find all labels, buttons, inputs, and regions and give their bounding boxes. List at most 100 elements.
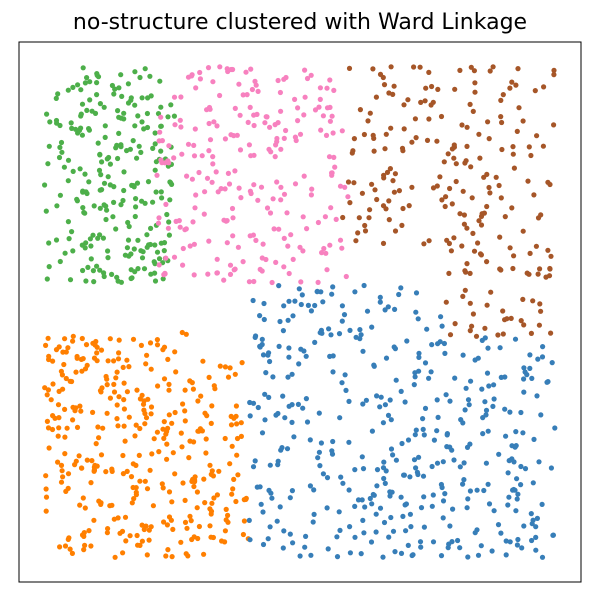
- scatter-point-brown: [481, 174, 487, 180]
- scatter-point-blue: [514, 476, 520, 482]
- scatter-point-blue: [461, 460, 467, 466]
- scatter-point-pink: [317, 96, 323, 102]
- scatter-point-pink: [178, 124, 184, 130]
- scatter-point-blue: [360, 466, 367, 472]
- scatter-point-orange: [65, 471, 72, 477]
- scatter-point-pink: [304, 75, 311, 82]
- scatter-point-green: [98, 172, 104, 178]
- scatter-point-pink: [185, 141, 192, 147]
- scatter-point-blue: [275, 410, 281, 417]
- scatter-point-pink: [250, 232, 256, 238]
- scatter-point-blue: [513, 429, 519, 435]
- scatter-point-blue: [420, 473, 427, 479]
- scatter-point-orange: [139, 538, 145, 544]
- scatter-point-pink: [193, 192, 199, 198]
- scatter-point-blue: [431, 437, 437, 443]
- scatter-point-orange: [104, 530, 110, 536]
- scatter-point-orange: [147, 467, 153, 473]
- scatter-point-pink: [202, 189, 208, 195]
- scatter-point-green: [138, 149, 144, 155]
- scatter-point-blue: [467, 488, 473, 494]
- scatter-point-orange: [234, 421, 240, 427]
- scatter-point-pink: [157, 129, 163, 135]
- scatter-point-orange: [96, 498, 102, 504]
- scatter-point-orange: [63, 375, 69, 382]
- scatter-point-blue: [339, 303, 345, 309]
- scatter-point-blue: [307, 483, 313, 489]
- scatter-point-pink: [268, 149, 274, 155]
- scatter-point-blue: [387, 489, 393, 495]
- scatter-point-pink: [158, 114, 164, 120]
- scatter-point-pink: [209, 179, 215, 185]
- scatter-point-green: [99, 159, 105, 165]
- scatter-point-pink: [327, 118, 333, 124]
- scatter-point-blue: [463, 385, 469, 391]
- scatter-point-blue: [290, 313, 296, 319]
- scatter-point-blue: [398, 550, 405, 557]
- scatter-point-green: [92, 110, 99, 116]
- scatter-point-brown: [386, 198, 392, 204]
- scatter-point-orange: [194, 489, 200, 495]
- scatter-point-orange: [133, 422, 139, 428]
- scatter-point-orange: [208, 511, 214, 517]
- scatter-point-blue: [330, 284, 336, 290]
- scatter-point-blue: [347, 327, 353, 333]
- scatter-point-pink: [224, 218, 230, 224]
- scatter-point-orange: [105, 526, 111, 532]
- scatter-point-blue: [378, 394, 384, 400]
- scatter-point-orange: [207, 523, 213, 529]
- scatter-point-blue: [531, 436, 537, 442]
- scatter-point-green: [100, 235, 106, 241]
- scatter-point-pink: [215, 189, 221, 195]
- scatter-point-green: [137, 74, 143, 81]
- scatter-point-pink: [278, 146, 284, 152]
- scatter-point-green: [167, 197, 173, 203]
- scatter-point-orange: [114, 369, 120, 375]
- scatter-point-orange: [188, 518, 194, 524]
- chart-title: no-structure clustered with Ward Linkage: [72, 10, 528, 35]
- scatter-point-brown: [388, 125, 394, 131]
- scatter-point-blue: [533, 534, 539, 541]
- scatter-point-blue: [544, 379, 550, 385]
- scatter-point-brown: [452, 321, 458, 327]
- scatter-point-blue: [270, 374, 276, 380]
- scatter-point-pink: [238, 195, 244, 201]
- scatter-point-orange: [50, 413, 56, 419]
- scatter-point-blue: [382, 402, 388, 408]
- scatter-point-orange: [116, 394, 122, 400]
- scatter-point-blue: [405, 437, 412, 443]
- scatter-point-orange: [88, 480, 94, 486]
- scatter-point-orange: [103, 469, 109, 475]
- scatter-point-blue: [413, 465, 419, 471]
- scatter-point-blue: [393, 377, 399, 383]
- scatter-point-brown: [405, 97, 411, 103]
- scatter-point-orange: [107, 336, 113, 342]
- scatter-point-green: [65, 87, 71, 93]
- scatter-point-orange: [143, 415, 150, 421]
- scatter-point-brown: [500, 308, 506, 314]
- scatter-point-green: [94, 263, 100, 269]
- scatter-point-brown: [469, 195, 475, 201]
- scatter-point-green: [128, 97, 134, 103]
- scatter-point-orange: [172, 409, 178, 416]
- scatter-point-blue: [359, 497, 365, 503]
- scatter-point-orange: [182, 497, 188, 503]
- scatter-point-blue: [329, 451, 336, 457]
- scatter-point-blue: [428, 369, 434, 375]
- scatter-point-brown: [438, 113, 445, 120]
- scatter-point-green: [68, 120, 74, 126]
- scatter-point-green: [87, 236, 93, 242]
- scatter-point-blue: [374, 393, 380, 399]
- scatter-point-orange: [131, 496, 137, 502]
- scatter-point-brown: [421, 241, 427, 247]
- scatter-point-orange: [84, 457, 90, 463]
- scatter-point-pink: [331, 154, 337, 160]
- scatter-point-brown: [353, 238, 359, 244]
- scatter-point-orange: [44, 418, 51, 424]
- scatter-point-orange: [182, 408, 188, 414]
- scatter-point-orange: [222, 528, 228, 534]
- scatter-point-brown: [426, 69, 432, 75]
- scatter-point-pink: [295, 118, 301, 124]
- scatter-point-blue: [295, 401, 301, 407]
- scatter-point-brown: [382, 146, 388, 152]
